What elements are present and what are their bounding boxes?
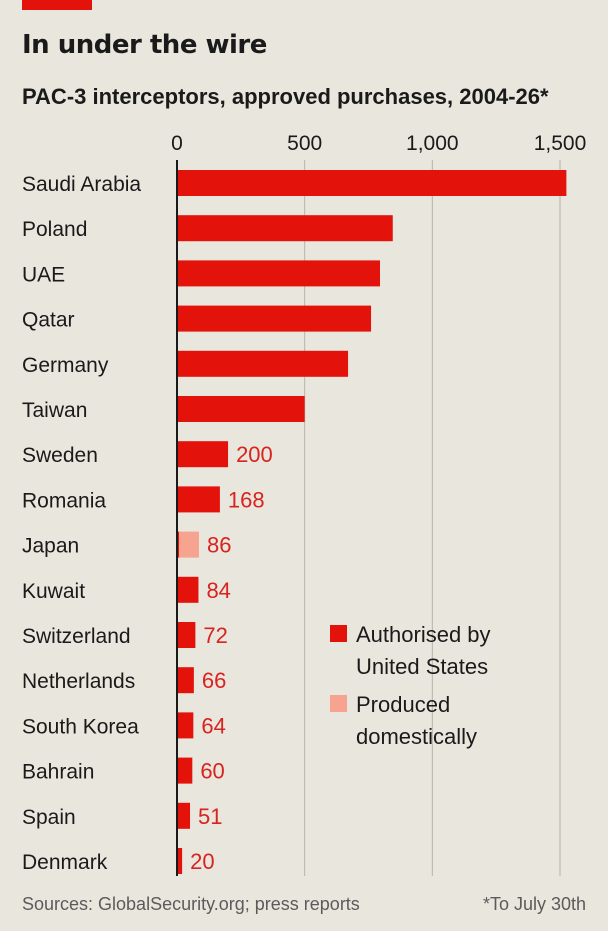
bar-authorised [177,848,183,874]
legend-label: domestically [356,724,477,749]
category-label: Qatar [22,309,75,332]
chart-subtitle: PAC-3 interceptors, approved purchases, … [22,84,549,109]
category-label: Bahrain [22,761,94,784]
brand-red-tag [22,0,92,10]
footnote: *To July 30th [482,894,586,914]
bar-authorised [177,350,349,377]
x-tick-label: 1,000 [406,132,459,155]
x-tick-label: 500 [287,132,322,155]
bar-authorised [177,396,305,422]
data-label: 86 [207,533,231,558]
data-label: 66 [202,668,226,693]
bar-authorised [177,757,193,784]
category-label: Denmark [22,851,108,874]
legend-label: Produced [356,692,450,717]
category-label: South Korea [22,715,139,738]
category-label: Germany [22,354,109,377]
chart-title: In under the wire [22,30,267,60]
bar-authorised [177,576,199,603]
data-label: 51 [198,804,222,829]
category-label: Spain [22,806,76,829]
category-label: Switzerland [22,625,131,648]
category-label: UAE [22,263,65,286]
bar-authorised [177,667,194,694]
data-label: 168 [228,487,265,512]
bar-domestic [179,531,199,558]
data-label: 60 [200,759,224,784]
data-label: 20 [190,849,214,874]
bar-authorised [177,486,220,513]
bar-authorised [177,441,229,468]
x-tick-label: 1,500 [534,132,587,155]
data-label: 72 [203,623,227,648]
category-label: Saudi Arabia [22,173,141,196]
bar-authorised [177,712,194,739]
category-label: Netherlands [22,670,135,693]
category-label: Poland [22,218,87,241]
category-label: Kuwait [22,580,85,603]
data-label: 84 [206,578,230,603]
x-tick-label: 0 [171,132,183,155]
data-label: 64 [201,713,225,738]
bar-authorised [177,531,180,558]
category-label: Japan [22,535,79,558]
legend-swatch-domestic [330,695,347,712]
legend-label: Authorised by [356,622,491,647]
category-label: Sweden [22,444,98,467]
bar-authorised [177,305,372,332]
source-note: Sources: GlobalSecurity.org; press repor… [22,894,360,914]
category-label: Taiwan [22,399,87,422]
bar-authorised [177,622,196,648]
bar-authorised [177,170,567,196]
data-label: 200 [236,442,273,467]
bar-authorised [177,260,380,287]
bar-authorised [177,802,191,829]
category-label: Romania [22,489,106,512]
bar-authorised [177,215,393,242]
legend-swatch-authorised [330,625,347,642]
legend-label: United States [356,654,488,679]
